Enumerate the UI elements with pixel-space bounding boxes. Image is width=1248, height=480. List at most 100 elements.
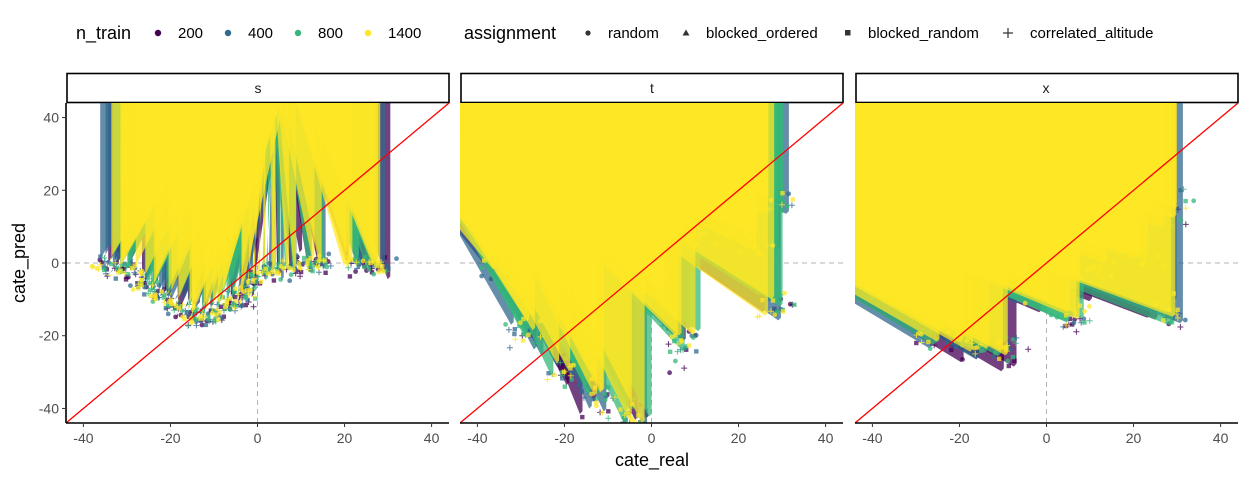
data-point (109, 261, 114, 267)
color-legend-item-800: 800 (294, 25, 343, 42)
data-point (161, 295, 166, 300)
data-point (991, 354, 996, 359)
y-tick-label: -40 (39, 400, 59, 416)
strip-background (855, 72, 1239, 104)
data-point (1174, 315, 1181, 321)
data-point (182, 316, 187, 321)
data-point (297, 265, 304, 272)
facet-strip-s: s (66, 72, 450, 104)
data-point (635, 428, 640, 433)
data-point (195, 250, 202, 257)
data-point (361, 264, 367, 270)
data-point (276, 262, 281, 267)
data-point (585, 387, 590, 393)
data-point (1183, 198, 1188, 204)
data-point (1071, 320, 1077, 326)
data-point (233, 286, 238, 292)
data-point (602, 397, 608, 403)
data-point (997, 356, 1002, 361)
data-point (271, 278, 277, 283)
data-point (121, 266, 127, 272)
shape-legend-label: blocked_random (868, 25, 979, 42)
point-cloud (855, 103, 1197, 372)
data-point (313, 262, 320, 269)
data-point (198, 313, 204, 319)
data-point (636, 413, 641, 418)
data-point (95, 266, 100, 271)
data-point (217, 310, 222, 315)
x-tick-label: -40 (467, 430, 487, 446)
data-point (203, 322, 209, 328)
shape-legend-label: correlated_altitude (1030, 25, 1153, 42)
data-point (1004, 346, 1009, 351)
data-point (784, 204, 790, 209)
data-point (381, 269, 386, 274)
data-point (557, 359, 564, 366)
data-point (1012, 340, 1019, 347)
x-tick-label: 40 (1213, 430, 1229, 446)
data-point (326, 251, 332, 257)
data-point (376, 261, 381, 266)
data-point (1177, 217, 1184, 224)
data-point (667, 349, 673, 354)
data-point (376, 269, 382, 275)
data-point (253, 279, 259, 284)
data-point (296, 261, 302, 266)
data-point (1010, 337, 1016, 342)
data-point (673, 358, 678, 364)
data-point (308, 255, 313, 261)
data-point (354, 265, 360, 272)
data-point (97, 261, 104, 268)
data-point (918, 339, 925, 346)
data-point (136, 286, 141, 291)
data-point (599, 409, 606, 416)
color-legend-label: 1400 (388, 25, 421, 42)
data-point (112, 259, 119, 266)
triangle-icon (682, 29, 690, 36)
data-point (589, 376, 594, 382)
data-point (591, 397, 596, 402)
data-point (173, 303, 179, 309)
shape-legend-title: assignment (464, 23, 556, 43)
data-point (287, 278, 293, 284)
data-point (786, 191, 792, 197)
data-point (126, 262, 131, 267)
data-point (1067, 316, 1073, 321)
data-point (101, 254, 108, 261)
data-point (323, 270, 328, 275)
data-point (130, 287, 136, 292)
x-tick-label: 40 (818, 430, 834, 446)
data-point (316, 258, 322, 264)
circle-icon (585, 30, 591, 36)
data-point (224, 298, 229, 303)
data-point (1191, 198, 1197, 204)
data-point (972, 350, 979, 357)
data-point (669, 334, 675, 339)
data-point (790, 197, 795, 202)
panel-x: -40 -20 0 20 40 (855, 103, 1238, 446)
data-point (368, 260, 373, 265)
data-point (250, 303, 257, 310)
data-point (179, 301, 186, 308)
data-point (927, 346, 933, 351)
data-point (233, 295, 238, 300)
data-point (1175, 307, 1180, 312)
data-point (165, 311, 171, 317)
data-point (772, 312, 778, 318)
data-point (189, 319, 196, 326)
data-point (512, 336, 519, 343)
data-point (756, 313, 763, 320)
x-tick-label: 0 (254, 430, 262, 446)
data-point (1169, 320, 1175, 325)
data-point (768, 308, 774, 315)
data-point (949, 347, 954, 353)
data-point (589, 391, 594, 397)
data-point (123, 277, 129, 282)
data-point (173, 314, 179, 320)
x-tick-label: 0 (1043, 430, 1051, 446)
data-point (297, 265, 302, 270)
data-point (567, 372, 574, 379)
data-point (161, 299, 168, 306)
y-tick-label: 0 (51, 255, 59, 271)
